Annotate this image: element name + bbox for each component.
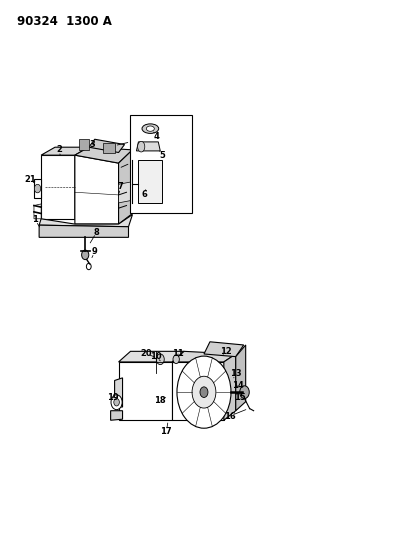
Bar [138, 160, 162, 203]
Circle shape [114, 399, 119, 406]
Polygon shape [172, 362, 224, 420]
Text: 12: 12 [220, 347, 232, 356]
Text: 6: 6 [142, 190, 147, 199]
Circle shape [240, 386, 249, 399]
Circle shape [156, 354, 164, 365]
Bar [130, 115, 192, 214]
Text: 19: 19 [107, 393, 118, 402]
Polygon shape [118, 182, 132, 203]
Circle shape [200, 387, 208, 398]
Text: 20: 20 [140, 350, 152, 359]
Text: 5: 5 [159, 151, 165, 160]
Text: 90324  1300 A: 90324 1300 A [17, 14, 112, 28]
Ellipse shape [146, 126, 154, 131]
Text: 9: 9 [92, 247, 98, 256]
Text: 1: 1 [32, 215, 38, 224]
Polygon shape [118, 150, 132, 224]
Polygon shape [41, 155, 75, 219]
Text: 14: 14 [232, 381, 244, 390]
Polygon shape [236, 345, 246, 411]
Text: 7: 7 [118, 182, 124, 191]
Ellipse shape [138, 141, 145, 152]
Text: 17: 17 [160, 427, 172, 437]
Polygon shape [111, 411, 122, 420]
Text: 18: 18 [154, 395, 166, 405]
Ellipse shape [142, 124, 159, 133]
Polygon shape [136, 142, 160, 151]
Polygon shape [114, 378, 122, 407]
Polygon shape [75, 155, 118, 224]
Circle shape [34, 184, 41, 193]
Polygon shape [103, 143, 114, 152]
Polygon shape [224, 354, 236, 420]
Polygon shape [39, 225, 128, 237]
Circle shape [111, 395, 122, 410]
Text: 3: 3 [90, 140, 96, 149]
Polygon shape [204, 342, 244, 357]
Polygon shape [75, 147, 89, 219]
Text: 13: 13 [230, 369, 242, 378]
Polygon shape [79, 139, 89, 150]
Polygon shape [34, 179, 41, 198]
Polygon shape [118, 351, 184, 362]
Text: 21: 21 [24, 174, 36, 183]
Polygon shape [41, 147, 89, 155]
Text: 4: 4 [153, 132, 159, 141]
Polygon shape [89, 139, 124, 152]
Text: 16: 16 [224, 411, 236, 421]
Text: 15: 15 [234, 393, 246, 402]
Text: 8: 8 [94, 228, 100, 237]
Circle shape [192, 376, 216, 408]
Circle shape [82, 250, 89, 260]
Polygon shape [118, 362, 172, 420]
Polygon shape [34, 204, 41, 219]
Circle shape [173, 355, 179, 364]
Circle shape [177, 356, 231, 428]
Polygon shape [75, 147, 132, 163]
Text: 2: 2 [56, 146, 62, 155]
Polygon shape [39, 215, 132, 227]
Text: 10: 10 [150, 352, 162, 361]
Circle shape [86, 263, 91, 270]
Text: 11: 11 [172, 350, 184, 359]
Polygon shape [172, 351, 236, 362]
